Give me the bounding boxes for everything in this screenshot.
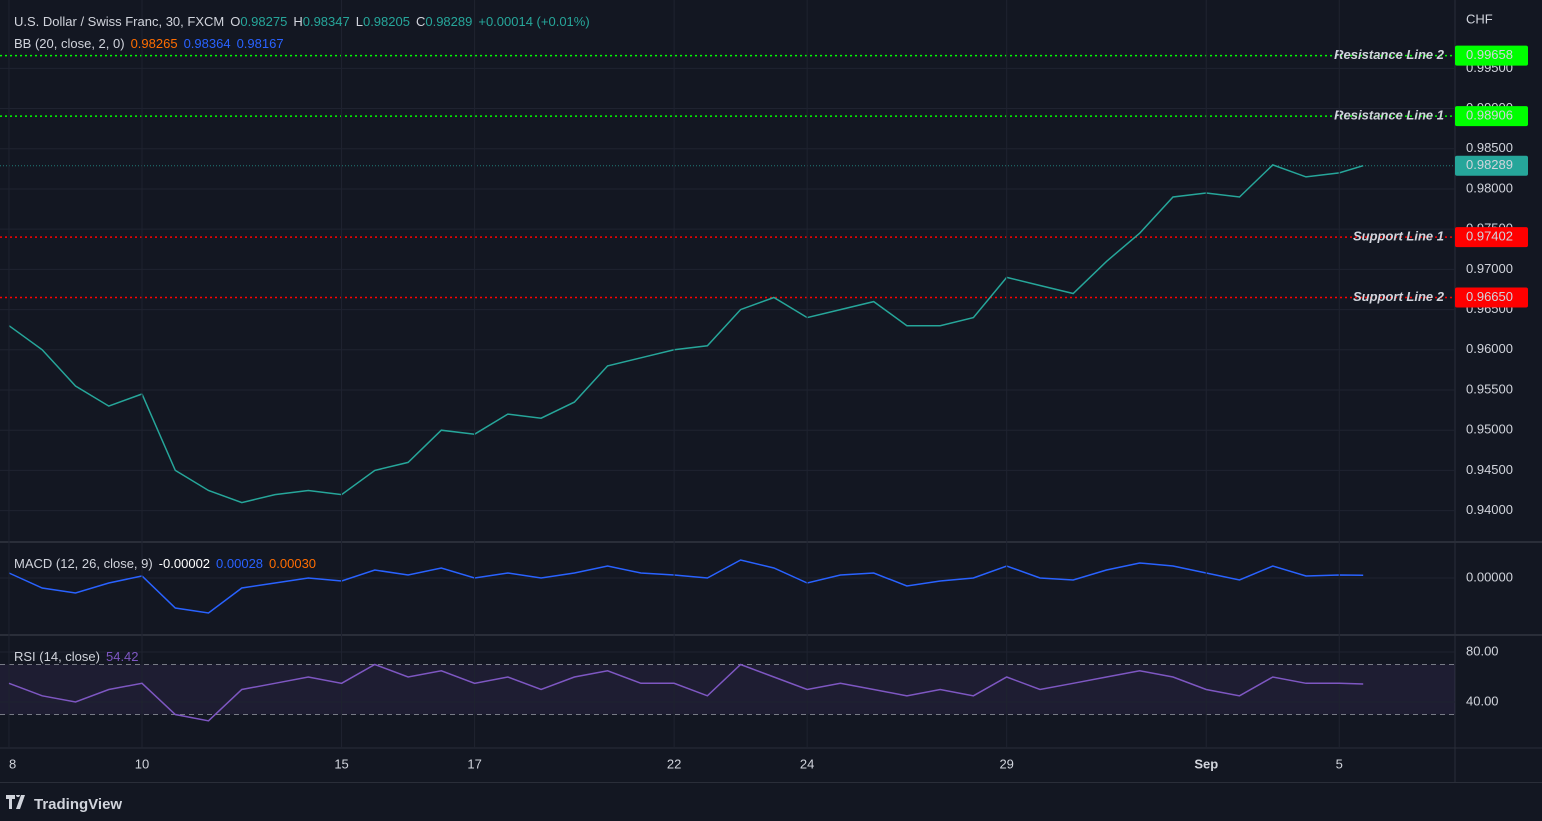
- x-tick-label: Sep: [1194, 756, 1218, 771]
- level-name: Support Line 2: [1353, 289, 1445, 304]
- y-tick-label: 0.97000: [1466, 261, 1513, 276]
- level-label: 0.99658: [1466, 47, 1513, 62]
- bb-legend: BB (20, close, 2, 0) 0.98265 0.98364 0.9816…: [14, 36, 290, 51]
- series-line: [8, 164, 1364, 504]
- x-tick-label: 10: [135, 756, 149, 771]
- rsi-band: [0, 664, 1455, 715]
- indicator-value: 0.98364: [183, 36, 231, 51]
- indicator-value: -0.00002: [158, 556, 211, 571]
- x-tick-label: 5: [1336, 756, 1343, 771]
- symbol-title: U.S. Dollar / Swiss Franc, 30, FXCM: [14, 14, 225, 29]
- y-tick-label: 0.95000: [1466, 422, 1513, 437]
- x-tick-label: 22: [667, 756, 681, 771]
- y-tick-label: 0.96000: [1466, 341, 1513, 356]
- y-tick-label: 0.95500: [1466, 381, 1513, 396]
- indicator-name: BB (20, close, 2, 0): [14, 36, 125, 51]
- x-tick-label: 15: [334, 756, 348, 771]
- level-label: 0.98289: [1466, 157, 1513, 172]
- brand: TradingView: [34, 796, 123, 813]
- ohlc-value: 0.98275: [240, 14, 288, 29]
- ohlc-key: H: [293, 14, 303, 29]
- indicator-value: 0.98265: [130, 36, 178, 51]
- level-name: Support Line 1: [1353, 229, 1444, 244]
- level-label: 0.96650: [1466, 289, 1513, 304]
- chart: CHF 0.94000 0.94500 0.95000 0.95500 0.96000 0…: [0, 0, 1542, 782]
- level-label: 0.97402: [1466, 229, 1513, 244]
- change: +0.00014 (+0.01%): [478, 14, 590, 29]
- x-tick-label: 29: [999, 756, 1013, 771]
- x-tick-label: 24: [800, 756, 814, 771]
- y-tick-label: 0.00000: [1466, 569, 1513, 584]
- ohlc-key: L: [355, 14, 363, 29]
- ohlc-key: C: [415, 14, 426, 29]
- indicator-value: 0.00028: [216, 556, 264, 571]
- y-tick-label: 40.00: [1466, 693, 1499, 708]
- indicator-name: MACD (12, 26, close, 9): [14, 556, 153, 571]
- logo: [6, 795, 25, 809]
- indicator-name: RSI (14, close): [14, 649, 100, 664]
- symbol-legend: U.S. Dollar / Swiss Franc, 30, FXCM O0.98…: [14, 14, 596, 29]
- y-tick-label: 0.98500: [1466, 140, 1513, 155]
- level-tag: [1455, 155, 1528, 176]
- ohlc-value: 0.98205: [362, 14, 410, 29]
- level-name: Resistance Line 2: [1334, 47, 1445, 62]
- y-tick-label: 0.94500: [1466, 462, 1513, 477]
- indicator-value: 54.42: [105, 649, 139, 664]
- indicator-value: 0.98167: [236, 36, 284, 51]
- ohlc-key: O: [230, 14, 241, 29]
- level-tag: [1455, 106, 1528, 127]
- x-tick-label: 17: [467, 756, 481, 771]
- y-tick-label: 0.98000: [1466, 180, 1513, 195]
- axis-unit: CHF: [1466, 11, 1493, 26]
- ohlc-value: 0.98347: [302, 14, 350, 29]
- footer: TradingView: [0, 782, 1542, 821]
- level-tag: [1455, 227, 1528, 248]
- y-tick-label: 80.00: [1466, 643, 1499, 658]
- level-tag: [1455, 45, 1528, 66]
- level-name: Resistance Line 1: [1334, 108, 1444, 123]
- indicator-value: 0.00030: [269, 556, 317, 571]
- series-line: [8, 559, 1364, 614]
- level-tag: [1455, 287, 1528, 308]
- macd-legend: MACD (12, 26, close, 9) -0.00002 0.00028 0.…: [14, 556, 322, 571]
- x-tick-label: 8: [9, 756, 16, 771]
- level-label: 0.98906: [1466, 108, 1513, 123]
- rsi-legend: RSI (14, close) 54.42: [14, 649, 145, 664]
- ohlc-value: 0.98289: [425, 14, 473, 29]
- y-tick-label: 0.94000: [1466, 502, 1513, 517]
- series-line: [8, 663, 1364, 722]
